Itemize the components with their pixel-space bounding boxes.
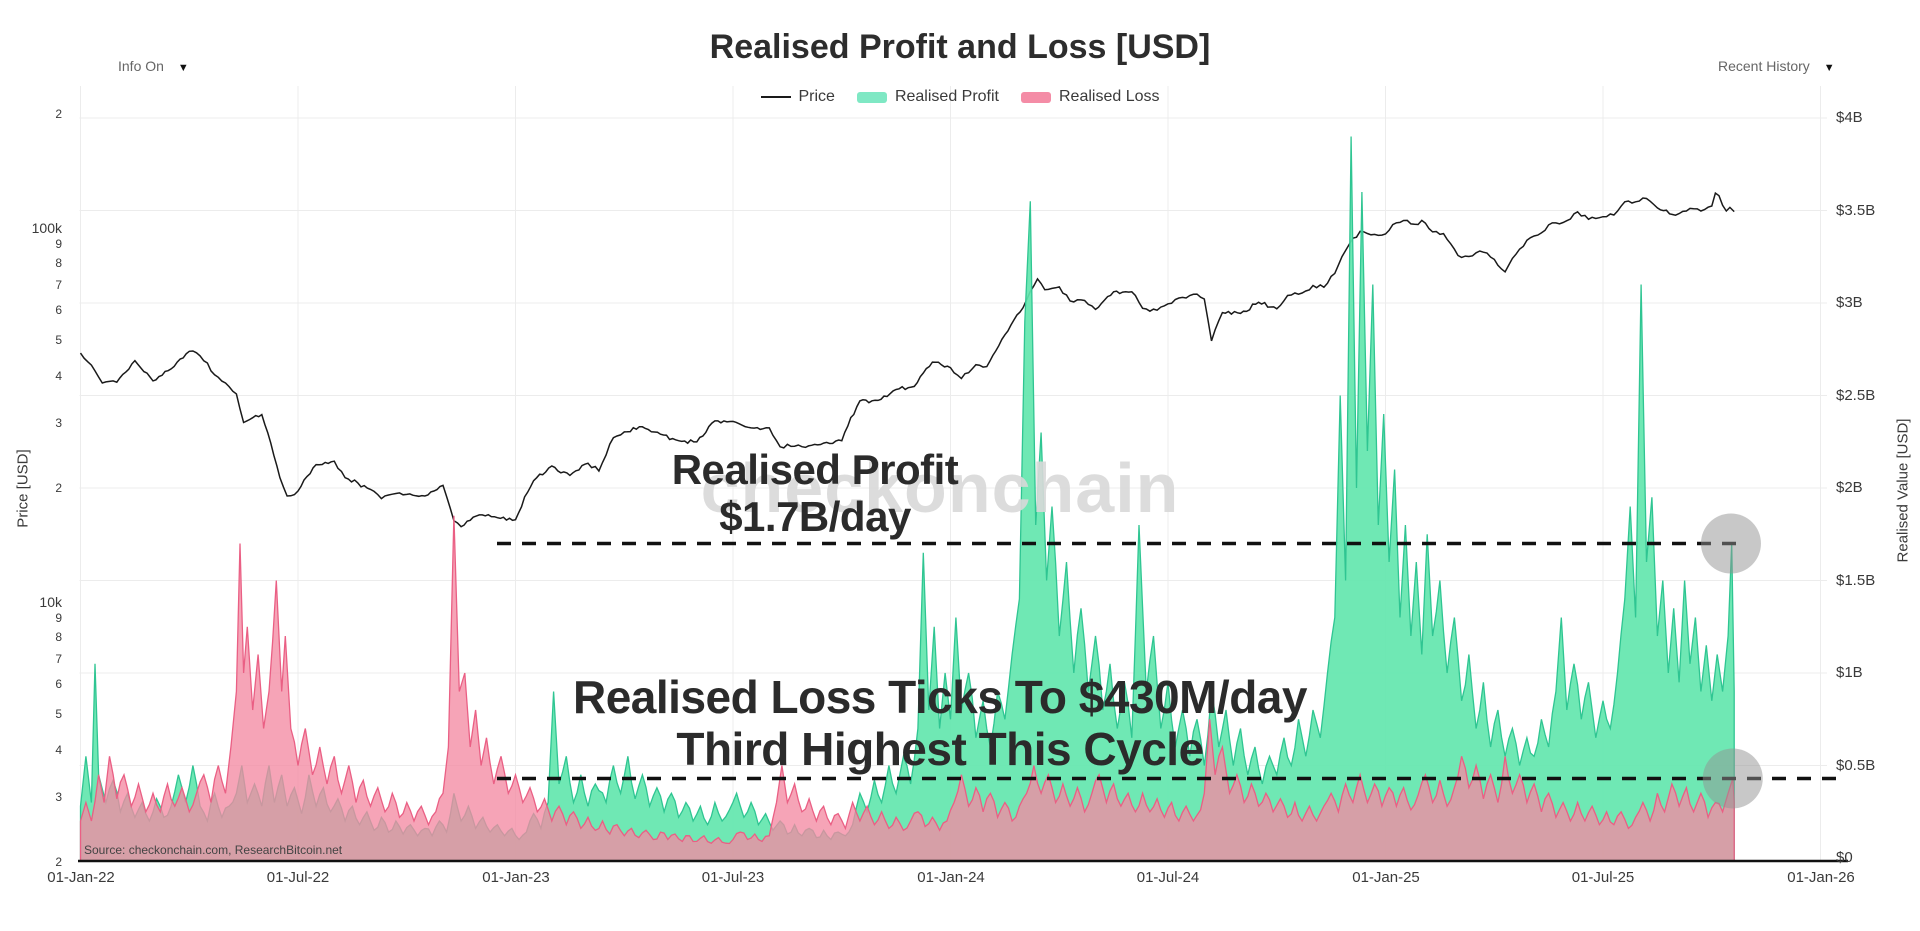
- legend-item-realised-profit[interactable]: Realised Profit: [856, 88, 999, 106]
- info-toggle-label: Info On: [118, 58, 164, 74]
- price-tick-label: 4: [55, 369, 62, 383]
- legend-item-price[interactable]: Price: [760, 88, 835, 106]
- price-tick-label: 8: [55, 256, 62, 270]
- checkonchain-watermark: checkonchain: [700, 449, 1180, 527]
- price-tick-label: 7: [55, 278, 62, 292]
- chevron-down-icon: ▼: [177, 62, 189, 74]
- price-tick-label: 9: [55, 237, 62, 251]
- price-tick-label: 7: [55, 652, 62, 666]
- price-tick-label: 3: [55, 416, 62, 430]
- x-tick-label: 01-Jan-22: [47, 869, 115, 886]
- source-note: Source: checkonchain.com, ResearchBitcoi…: [84, 843, 343, 857]
- x-tick-label: 01-Jul-24: [1136, 869, 1200, 886]
- price-tick-label: 2: [55, 107, 62, 121]
- legend: Price Realised Profit Realised Loss: [0, 88, 1920, 106]
- chevron-down-icon: ▼: [1823, 62, 1835, 74]
- x-tick-label: 01-Jan-24: [917, 869, 985, 886]
- value-tick-label: $2B: [1836, 479, 1863, 496]
- legend-profit-label: Realised Profit: [894, 88, 999, 105]
- legend-loss-label: Realised Loss: [1059, 88, 1160, 105]
- price-tick-label: 4: [55, 743, 62, 757]
- value-tick-label: $3B: [1836, 294, 1863, 311]
- loss-annotation: Realised Loss Ticks To $430M/day Third H…: [530, 671, 1350, 775]
- x-tick-label: 01-Jan-23: [482, 869, 550, 886]
- price-tick-label: 6: [55, 677, 62, 691]
- price-tick-label: 5: [55, 333, 62, 347]
- loss-swatch: [1021, 91, 1051, 103]
- value-tick-label: $4B: [1836, 109, 1863, 126]
- value-tick-label: $1B: [1836, 664, 1863, 681]
- price-tick-label: 100k: [31, 220, 62, 236]
- profit-swatch: [856, 91, 887, 103]
- value-tick-label: $2.5B: [1836, 387, 1876, 404]
- x-tick-label: 01-Jul-22: [266, 869, 330, 886]
- profit-annotation-line2: $1.7B/day: [719, 493, 911, 541]
- x-tick-label: 01-Jan-25: [1352, 869, 1420, 886]
- price-tick-label: 9: [55, 611, 62, 625]
- price-line-swatch: [760, 96, 791, 98]
- info-toggle-dropdown[interactable]: Info On ▼: [118, 58, 189, 74]
- price-tick-label: 10k: [39, 594, 62, 610]
- price-tick-label: 6: [55, 303, 62, 317]
- profit-annotation: Realised Profit $1.7B/day: [490, 446, 1140, 540]
- history-range-label: Recent History: [1718, 58, 1810, 74]
- loss-annotation-line2: Third Highest This Cycle: [676, 722, 1204, 775]
- loss-annotation-line1: Realised Loss Ticks To $430M/day: [573, 671, 1307, 723]
- legend-item-realised-loss[interactable]: Realised Loss: [1021, 88, 1160, 106]
- x-tick-label: 01-Jul-23: [701, 869, 765, 886]
- x-tick-label: 01-Jan-26: [1787, 869, 1855, 886]
- realised-value-axis-title: Realised Value [USD]: [1894, 418, 1912, 563]
- price-tick-label: 8: [55, 630, 62, 644]
- value-tick-label: $1.5B: [1836, 572, 1876, 589]
- profit-annotation-line1: Realised Profit: [671, 446, 959, 493]
- history-range-dropdown[interactable]: Recent History ▼: [1718, 58, 1835, 74]
- price-tick-label: 2: [55, 855, 62, 869]
- price-tick-label: 5: [55, 707, 62, 721]
- chart-title: Realised Profit and Loss [USD]: [709, 28, 1211, 66]
- value-tick-label: $0: [1836, 849, 1853, 866]
- value-tick-label: $3.5B: [1836, 202, 1876, 219]
- legend-price-label: Price: [798, 88, 835, 105]
- x-tick-label: 01-Jul-25: [1571, 869, 1635, 886]
- value-tick-label: $0.5B: [1836, 757, 1876, 774]
- price-tick-label: 3: [55, 790, 62, 804]
- price-tick-label: 2: [55, 481, 62, 495]
